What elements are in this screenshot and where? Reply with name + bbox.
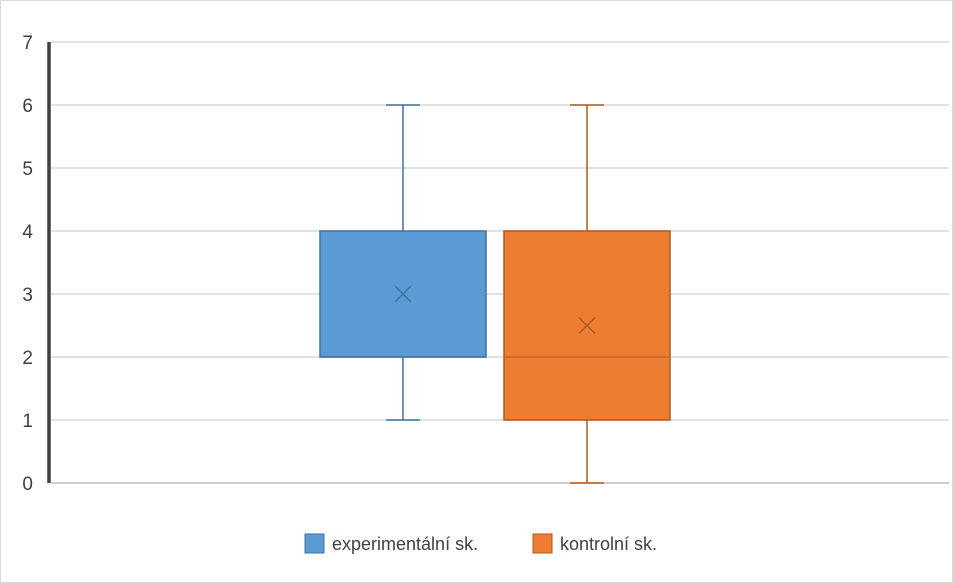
y-tick-labels: 0 1 2 3 4 5 6 7 (22, 33, 33, 495)
y-tick-label: 1 (22, 411, 33, 432)
y-tick-label: 0 (22, 474, 33, 495)
legend-item-2: kontrolní sk. (532, 533, 657, 554)
box-2 (503, 104, 671, 484)
y-axis (47, 42, 949, 484)
y-tick-label: 7 (22, 33, 33, 54)
legend: experimentální sk. kontrolní sk. (304, 533, 657, 554)
legend-swatch (304, 533, 325, 554)
y-tick-label: 2 (22, 348, 33, 369)
y-tick-label: 4 (22, 222, 33, 243)
legend-item-1: experimentální sk. (304, 533, 478, 554)
mean-marker (394, 285, 412, 303)
legend-label: experimentální sk. (332, 534, 478, 554)
y-tick-label: 3 (22, 285, 33, 306)
y-tick-label: 6 (22, 96, 33, 117)
mean-marker (578, 316, 596, 335)
box-1 (319, 104, 487, 421)
legend-swatch (532, 533, 553, 554)
boxes (319, 104, 671, 484)
gridlines (51, 41, 949, 421)
y-tick-label: 5 (22, 159, 33, 180)
legend-label: kontrolní sk. (560, 534, 657, 554)
